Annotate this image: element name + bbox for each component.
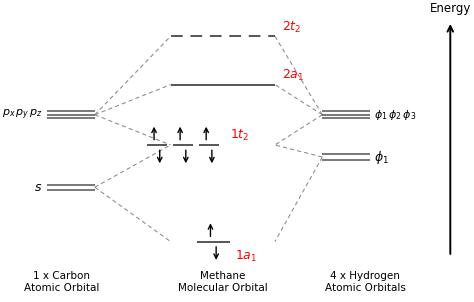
Text: $1a_1$: $1a_1$ [235, 249, 257, 264]
Text: Methane
Molecular Orbital: Methane Molecular Orbital [178, 271, 268, 293]
Text: $\phi_1\/ \phi_2\/ \phi_3$: $\phi_1\/ \phi_2\/ \phi_3$ [374, 108, 417, 122]
Text: $2t_2$: $2t_2$ [282, 20, 301, 35]
Text: $1t_2$: $1t_2$ [230, 128, 249, 143]
Text: 4 x Hydrogen
Atomic Orbitals: 4 x Hydrogen Atomic Orbitals [325, 271, 405, 293]
Text: 1 x Carbon
Atomic Orbital: 1 x Carbon Atomic Orbital [24, 271, 100, 293]
Text: $\phi_1$: $\phi_1$ [374, 149, 390, 165]
Text: $s$: $s$ [35, 181, 43, 194]
Text: $p_x\/ p_y\/ p_z$: $p_x\/ p_y\/ p_z$ [2, 108, 43, 122]
Text: $2a_1$: $2a_1$ [282, 68, 304, 83]
Text: Energy: Energy [429, 2, 471, 15]
